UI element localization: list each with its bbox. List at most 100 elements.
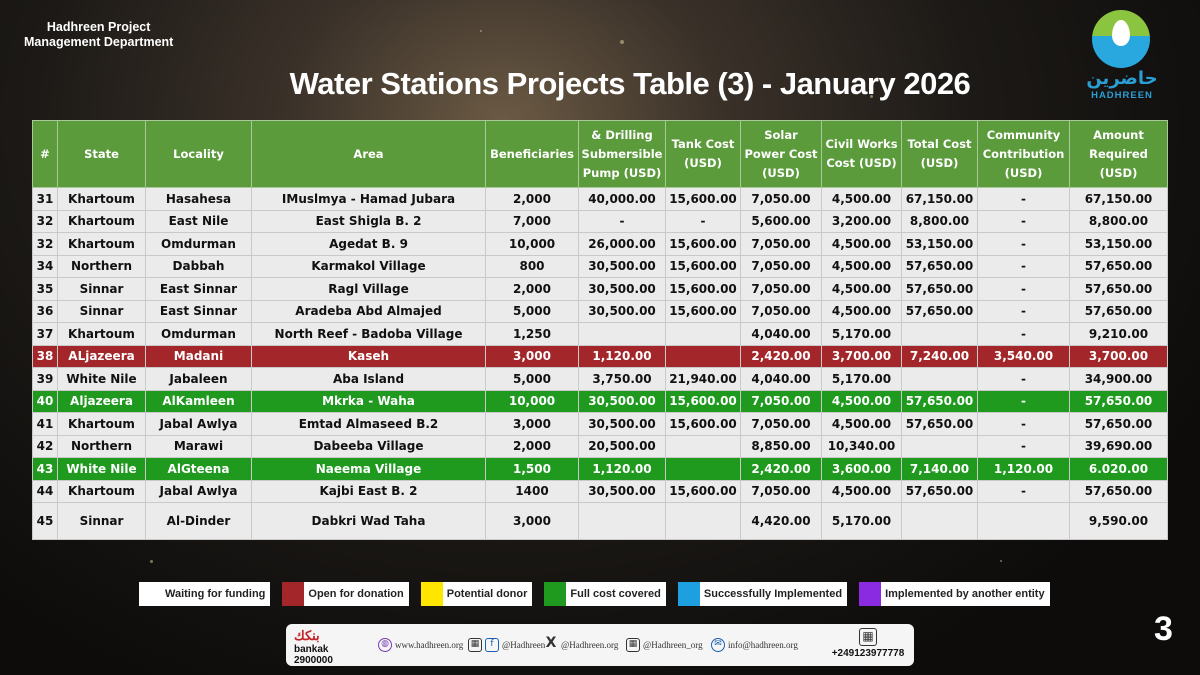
col-header: Locality	[145, 120, 252, 188]
table-cell: 7,050.00	[740, 277, 822, 301]
org-department-label: Hadhreen Project Management Department	[24, 20, 173, 50]
table-cell	[977, 502, 1070, 540]
table-cell: 5,170.00	[821, 367, 902, 391]
legend-swatch	[420, 582, 443, 606]
table-cell: 1,120.00	[578, 344, 666, 368]
table-cell: East Sinnar	[145, 299, 252, 323]
table-cell: 7,050.00	[740, 232, 822, 256]
table-cell: 4,500.00	[821, 187, 902, 211]
table-cell: 30,500.00	[578, 389, 666, 413]
table-cell: Aradeba Abd Almajed	[251, 299, 486, 323]
table-cell: -	[977, 232, 1070, 256]
table-cell: 30,500.00	[578, 277, 666, 301]
contact-footer: بنكك bankak 2900000 ◍ www.hadhreen.org ▦…	[286, 624, 914, 666]
table-cell: 15,600.00	[665, 187, 741, 211]
col-header: State	[57, 120, 146, 188]
bankak-block: بنكك bankak 2900000	[294, 628, 372, 666]
water-drop-icon	[1112, 20, 1130, 46]
table-cell: Sinnar	[57, 277, 146, 301]
table-cell: 4,500.00	[821, 254, 902, 278]
table-cell: 37	[32, 322, 58, 346]
table-cell: 3,000	[485, 344, 579, 368]
legend-item: Waiting for funding	[139, 582, 271, 606]
table-cell	[901, 367, 978, 391]
table-cell: 15,600.00	[665, 254, 741, 278]
table-cell: 30,500.00	[578, 412, 666, 436]
instagram-link[interactable]: ▦ @Hadhreen_org	[626, 638, 703, 652]
legend-item: Full cost covered	[544, 582, 666, 606]
table-cell: 7,000	[485, 209, 579, 233]
table-cell: -	[977, 209, 1070, 233]
table-cell: 15,600.00	[665, 389, 741, 413]
table-cell: 15,600.00	[665, 479, 741, 503]
table-cell: 7,050.00	[740, 389, 822, 413]
legend-label: Open for donation	[308, 588, 404, 600]
table-row: 42 Northern Marawi Dabeeba Village 2,000 20,5…	[32, 434, 1168, 458]
logo-arabic-text: حاضرين	[1086, 68, 1158, 89]
table-cell: 9,590.00	[1069, 502, 1168, 540]
table-cell: Ragl Village	[251, 277, 486, 301]
table-cell: 67,150.00	[901, 187, 978, 211]
table-cell: 32	[32, 232, 58, 256]
email-link[interactable]: ✉ info@hadhreen.org	[711, 638, 798, 652]
table-cell: Mkrka - Waha	[251, 389, 486, 413]
table-cell: 10,000	[485, 232, 579, 256]
table-cell: 3,700.00	[1069, 344, 1168, 368]
phone-block[interactable]: ▦ +249123977778	[828, 628, 908, 659]
table-cell: -	[977, 299, 1070, 323]
table-cell: 34,900.00	[1069, 367, 1168, 391]
table-cell: -	[665, 209, 741, 233]
table-cell: 40	[32, 389, 58, 413]
table-cell: 8,800.00	[1069, 209, 1168, 233]
table-cell: Khartoum	[57, 479, 146, 503]
x-link[interactable]: X @Hadhreen.org	[544, 636, 619, 652]
table-cell: 8,850.00	[740, 434, 822, 458]
table-cell: 8,800.00	[901, 209, 978, 233]
legend-label: Waiting for funding	[165, 588, 266, 600]
table-cell: Kajbi East B. 2	[251, 479, 486, 503]
page-number: 3	[1154, 610, 1173, 648]
table-cell: 30,500.00	[578, 299, 666, 323]
table-cell: 9,210.00	[1069, 322, 1168, 346]
legend-swatch	[677, 582, 700, 606]
legend-item: Open for donation	[282, 582, 409, 606]
table-row: 44 Khartoum Jabal Awlya Kajbi East B. 2 1400…	[32, 479, 1168, 503]
qr-code-icon: ▦	[859, 628, 877, 646]
status-legend: Waiting for funding Open for donation Po…	[139, 582, 1050, 606]
table-cell: Omdurman	[145, 232, 252, 256]
instagram-text: @Hadhreen_org	[643, 640, 703, 650]
website-link[interactable]: ◍ www.hadhreen.org	[378, 638, 463, 652]
bankak-account-number: 2900000	[294, 655, 333, 666]
legend-item: Successfully Implemented	[677, 582, 848, 606]
org-line1: Hadhreen Project	[46, 20, 151, 34]
table-row: 43 White Nile AlGteena Naeema Village 1,500 1…	[32, 457, 1168, 481]
table-cell: 4,420.00	[740, 502, 822, 540]
table-cell: -	[977, 412, 1070, 436]
table-cell: 32	[32, 209, 58, 233]
table-cell: Naeema Village	[251, 457, 486, 481]
table-cell: 6.020.00	[1069, 457, 1168, 481]
table-cell: 57,650.00	[1069, 412, 1168, 436]
table-cell	[578, 322, 666, 346]
table-cell	[665, 344, 741, 368]
table-cell: -	[977, 187, 1070, 211]
legend-label: Implemented by another entity	[885, 588, 1045, 600]
table-cell: 53,150.00	[1069, 232, 1168, 256]
table-cell	[578, 502, 666, 540]
table-cell: Khartoum	[57, 209, 146, 233]
table-cell: Al-Dinder	[145, 502, 252, 540]
table-row: 39 White Nile Jabaleen Aba Island 5,000 3,750…	[32, 367, 1168, 391]
table-cell: White Nile	[57, 367, 146, 391]
table-cell: 4,500.00	[821, 232, 902, 256]
table-cell	[901, 502, 978, 540]
table-cell: 39,690.00	[1069, 434, 1168, 458]
table-cell	[901, 434, 978, 458]
legend-swatch	[139, 582, 161, 606]
facebook-link[interactable]: ▦ f @Hadhreen	[468, 638, 545, 652]
table-cell: 31	[32, 187, 58, 211]
page-title: Water Stations Projects Table (3) - Janu…	[289, 66, 971, 101]
table-cell: 30,500.00	[578, 479, 666, 503]
table-cell: Sinnar	[57, 299, 146, 323]
table-cell: 1400	[485, 479, 579, 503]
table-cell: 57,650.00	[1069, 277, 1168, 301]
